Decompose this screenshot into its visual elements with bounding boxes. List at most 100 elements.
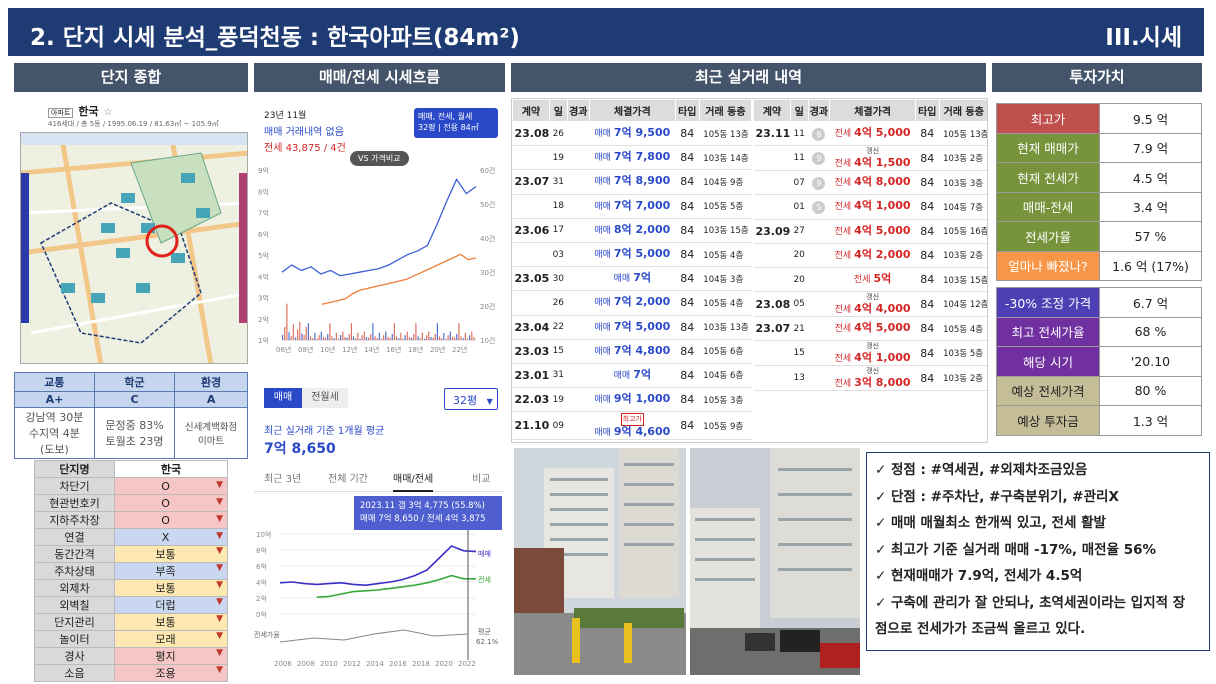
deal-type: 84 xyxy=(915,340,940,367)
deal-kind: 전세 xyxy=(834,354,852,365)
star-icon[interactable]: ☆ xyxy=(103,107,113,118)
deal-type: 84 xyxy=(915,243,940,268)
avg-label: 최근 실거래 기준 1개월 평균 xyxy=(264,426,385,437)
trend-chart-bottom[interactable]: 10억 8억 6억 4억 2억 0억 2006 2008 2010 2012 2014 2016 201… xyxy=(254,530,505,670)
deal-row[interactable]: 23.06 17 매매 8억 2,000 84 103동 15층 xyxy=(512,218,752,243)
attr-value[interactable]: O ▼ xyxy=(114,494,228,512)
dropdown-arrow-icon[interactable]: ▼ xyxy=(216,546,223,556)
period-tab-3y[interactable]: 최근 3년 xyxy=(264,474,302,485)
volume-bar xyxy=(340,335,342,340)
dropdown-arrow-icon[interactable]: ▼ xyxy=(216,530,223,541)
deal-day: 07 xyxy=(790,170,809,196)
deal-day: 22 xyxy=(549,315,568,340)
deal-row[interactable]: 23.08 26 매매 7억 9,500 84 105동 13층 xyxy=(512,121,752,147)
deal-day: 20 xyxy=(790,243,809,268)
deal-row[interactable]: 03 매매 7억 5,000 84 105동 4층 xyxy=(512,242,752,268)
attr-value[interactable]: 더럽 ▼ xyxy=(114,596,228,614)
invest-row: 전세가율 57 % xyxy=(996,221,1202,252)
deal-day: 11 xyxy=(790,121,809,147)
deal-row[interactable]: 20 전세 5억 84 103동 15층 xyxy=(753,267,987,293)
tab-sale[interactable]: 매매 xyxy=(264,388,302,408)
volume-bar xyxy=(355,338,357,340)
deal-day: 31 xyxy=(549,169,568,195)
attr-value[interactable]: 부족 ▼ xyxy=(114,562,228,580)
deal-row[interactable]: 23.07 31 매매 7억 8,900 84 104동 9층 xyxy=(512,169,752,195)
deal-elapsed xyxy=(567,315,590,340)
attr-value[interactable]: 보통 ▼ xyxy=(114,613,228,631)
deal-row[interactable]: 18 매매 7억 7,000 84 105동 5층 xyxy=(512,194,752,219)
dropdown-arrow-icon[interactable]: ▼ xyxy=(216,597,223,607)
attr-value[interactable]: O ▼ xyxy=(114,477,228,495)
x-tick-label: 08년 xyxy=(298,345,313,354)
dropdown-arrow-icon[interactable]: ▼ xyxy=(216,665,223,675)
attr-value[interactable]: X ▼ xyxy=(114,528,228,546)
deal-month: 23.11 xyxy=(753,121,791,147)
deal-month xyxy=(512,242,550,268)
deal-type: 84 xyxy=(675,315,700,340)
period-tab-all[interactable]: 전체 기간 xyxy=(328,474,368,485)
attr-value[interactable]: O ▼ xyxy=(114,511,228,529)
deal-row[interactable]: 20 전세 4억 2,000 84 103동 2층 xyxy=(753,243,987,268)
deal-row[interactable]: 01 5 전세 4억 1,000 84 104동 7층 xyxy=(753,194,987,220)
trend-chart-top[interactable]: 9억 8억 7억 6억 5억 4억 3억 2억 1억 60건 50건 40건 30건 20건 10건 06년 0… xyxy=(254,164,505,364)
deal-row[interactable]: 23.08 05 갱신 전세 4억 4,000 84 104동 12층 xyxy=(753,291,987,318)
deal-type: 84 xyxy=(675,363,700,389)
deal-row[interactable]: 23.05 30 매매 7억 84 104동 3층 xyxy=(512,266,752,292)
map-image[interactable] xyxy=(20,132,248,364)
y-tick-label: 4억 xyxy=(258,273,269,281)
dropdown-arrow-icon[interactable]: ▼ xyxy=(216,648,223,658)
dropdown-arrow-icon[interactable]: ▼ xyxy=(216,563,223,573)
deal-row[interactable]: 13 갱신 전세 3억 8,000 84 103동 2층 xyxy=(753,365,987,392)
deal-row[interactable]: 26 매매 7억 2,000 84 105동 4층 xyxy=(512,290,752,316)
volume-bar xyxy=(284,327,286,340)
deal-price-value: 4억 5,000 xyxy=(854,223,911,237)
deal-row[interactable]: 23.04 22 매매 7억 5,000 84 103동 13층 xyxy=(512,315,752,340)
attr-value[interactable]: 평지 ▼ xyxy=(114,647,228,665)
deal-kind: 매매 xyxy=(594,322,611,333)
deal-row[interactable]: 15 갱신 전세 4억 1,000 84 103동 5층 xyxy=(753,340,987,367)
deal-kind: 매매 xyxy=(594,346,611,357)
deals-col-header: 체결가격 xyxy=(588,99,676,122)
deal-row[interactable]: 19 매매 7억 7,800 84 103동 14층 xyxy=(512,145,752,171)
dropdown-arrow-icon[interactable]: ▼ xyxy=(216,479,223,490)
dropdown-arrow-icon[interactable]: ▼ xyxy=(216,580,223,590)
invest-row: 얼마나 빠졌나? 1.6 억 (17%) xyxy=(996,250,1202,281)
attr-header-value: 한국 xyxy=(114,460,228,478)
invest-value: '20.10 xyxy=(1099,346,1202,377)
compare-button[interactable]: VS 가격비교 xyxy=(350,151,409,166)
invest-label: 전세가율 xyxy=(996,221,1100,252)
summary-box: ✓ 정점 : #역세권, #외제차조금있음 ✓ 단점 : #주차난, #구축분위기… xyxy=(866,452,1210,651)
deal-row[interactable]: 07 9 전세 4억 8,000 84 103동 3층 xyxy=(753,170,987,196)
dropdown-arrow-icon[interactable]: ▼ xyxy=(216,631,223,641)
deal-kind: 매매 xyxy=(594,225,611,236)
deal-floor: 103동 3층 xyxy=(939,170,987,196)
tab-lease[interactable]: 전월세 xyxy=(302,388,348,408)
dropdown-arrow-icon[interactable]: ▼ xyxy=(216,513,223,524)
dropdown-arrow-icon[interactable]: ▼ xyxy=(216,614,223,624)
attr-value[interactable]: 보통 ▼ xyxy=(114,579,228,597)
attr-value[interactable]: 조용 ▼ xyxy=(114,664,228,682)
deal-row[interactable]: 23.11 11 8 전세 4억 5,000 84 105동 13층 xyxy=(753,121,987,147)
deal-row[interactable]: 21.10 09 최고가 매매 9억 4,600 84 105동 9층 xyxy=(512,411,752,441)
period-tab-compare[interactable]: 비교 xyxy=(472,474,491,485)
deal-row[interactable]: 23.03 15 매매 7억 4,800 84 105동 6층 xyxy=(512,339,752,364)
deal-row[interactable]: 23.07 21 전세 4억 5,000 84 105동 4층 xyxy=(753,316,987,342)
volume-bar xyxy=(423,338,426,340)
attr-value[interactable]: 모래 ▼ xyxy=(114,630,228,648)
period-tab-sale-lease[interactable]: 매매/전세 xyxy=(393,470,434,492)
sale-line xyxy=(279,545,477,587)
trend-filter-button[interactable]: 매매, 전세, 월세 32평 | 전용 84㎡ xyxy=(414,108,498,138)
deal-row[interactable]: 11 9 갱신 전세 4억 1,500 84 103동 2층 xyxy=(753,145,987,172)
renewal-tag: 갱신 xyxy=(866,293,880,302)
deal-kind: 전세 xyxy=(834,324,852,335)
deal-row[interactable]: 23.01 31 매매 7억 84 104동 6층 xyxy=(512,363,752,389)
deal-price-value: 3억 8,000 xyxy=(854,376,911,390)
deal-row[interactable]: 23.09 27 전세 4억 5,000 84 105동 16층 xyxy=(753,219,987,244)
grade-header-school: 학군 xyxy=(93,372,176,392)
volume-bar xyxy=(398,338,400,340)
grade-header-environment: 환경 xyxy=(174,372,248,392)
attr-value[interactable]: 보통 ▼ xyxy=(114,545,228,563)
dropdown-arrow-icon[interactable]: ▼ xyxy=(216,496,223,507)
deal-row[interactable]: 22.03 19 매매 9억 1,000 84 105동 3층 xyxy=(512,387,752,413)
size-select[interactable]: 32평 ▼ xyxy=(444,388,498,410)
